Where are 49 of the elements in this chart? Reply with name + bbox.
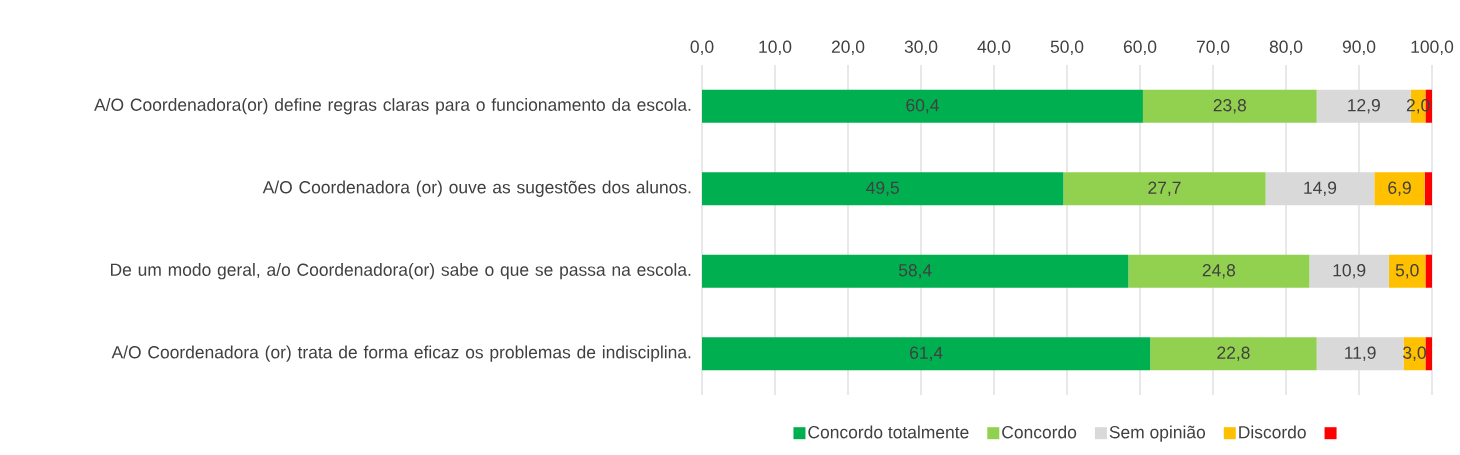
data-label: 5,0 xyxy=(1395,264,1419,279)
bar xyxy=(702,337,1151,371)
bar xyxy=(1063,172,1266,206)
data-label: 27,7 xyxy=(1148,181,1181,196)
bar xyxy=(702,172,1064,206)
data-label: 22,8 xyxy=(1217,346,1250,361)
x-tick-label: 90,0 xyxy=(1342,40,1376,55)
data-label: 61,4 xyxy=(910,346,943,361)
x-tick-label: 50,0 xyxy=(1050,40,1084,55)
bar xyxy=(1388,254,1426,288)
legend-label: Concordo totalmente xyxy=(808,425,969,439)
x-tick-label: 80,0 xyxy=(1269,40,1303,55)
y-tick-label: A/O Coordenadora(or) define regras claras para o funcionamento da escola. xyxy=(94,98,691,115)
x-tick-label: 0,0 xyxy=(690,40,714,55)
x-tick-label: 20,0 xyxy=(831,40,865,55)
legend-label: Concordo xyxy=(1002,425,1077,439)
bar xyxy=(1424,172,1433,206)
x-tick-label: 30,0 xyxy=(904,40,938,55)
bar xyxy=(702,254,1129,288)
bar xyxy=(1425,254,1433,288)
x-tick-label: 10,0 xyxy=(759,40,792,55)
x-tick-label: 60,0 xyxy=(1123,40,1157,55)
data-label: 58,4 xyxy=(898,264,932,279)
x-tick-label: 100,0 xyxy=(1411,40,1454,55)
bar xyxy=(1425,337,1433,371)
data-label: 24,8 xyxy=(1202,264,1236,279)
bar xyxy=(1142,89,1317,123)
bar xyxy=(1374,172,1425,206)
data-label: 11,9 xyxy=(1345,346,1376,361)
data-label: 60,4 xyxy=(906,99,939,114)
y-tick-label: De um modo geral, a/o Coordenadora(or) sabe o que se passa na escola. xyxy=(110,263,691,280)
data-label: 6,9 xyxy=(1388,181,1411,196)
x-tick-label: 70,0 xyxy=(1196,40,1230,55)
data-label: 23,8 xyxy=(1213,99,1247,114)
data-label: 14,9 xyxy=(1304,181,1337,196)
data-label: 49,5 xyxy=(866,181,899,196)
y-tick-label: A/O Coordenadora (or) ouve as sugestões dos alunos. xyxy=(262,180,691,197)
legend-label: Sem opinião xyxy=(1109,425,1206,442)
bar xyxy=(1309,254,1389,288)
legend-label: Discordo xyxy=(1239,425,1306,439)
bar xyxy=(1265,172,1375,206)
x-tick-label: 40,0 xyxy=(977,40,1011,55)
bar xyxy=(1128,254,1310,288)
bar xyxy=(1316,337,1404,371)
bar xyxy=(702,89,1143,123)
data-label: 10,9 xyxy=(1333,264,1366,279)
y-tick-label: A/O Coordenadora (or) trata de forma eficaz os problemas de indisciplina. xyxy=(111,345,691,362)
data-label: 12,9 xyxy=(1348,99,1380,114)
bar xyxy=(1150,337,1317,371)
